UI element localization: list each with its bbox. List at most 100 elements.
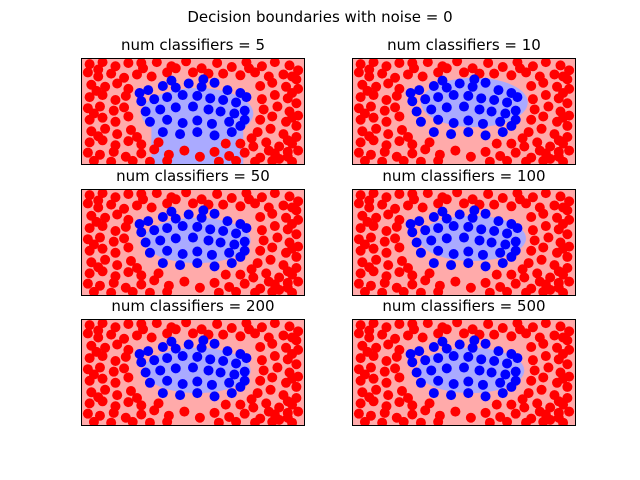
- point-outer: [558, 348, 569, 359]
- point-outer: [359, 286, 370, 296]
- point-inner: [415, 116, 426, 127]
- point-inner: [192, 221, 203, 232]
- point-inner: [411, 106, 422, 117]
- point-outer: [269, 58, 280, 68]
- point-outer: [86, 126, 97, 137]
- point-outer: [353, 198, 364, 209]
- point-outer: [538, 208, 549, 219]
- point-outer: [272, 362, 283, 373]
- point-inner: [512, 92, 523, 103]
- point-inner: [175, 260, 186, 271]
- point-inner: [170, 363, 181, 374]
- point-outer: [422, 319, 433, 329]
- point-inner: [183, 78, 194, 89]
- point-outer: [179, 406, 190, 417]
- point-outer: [132, 69, 142, 80]
- point-outer: [188, 198, 198, 209]
- point-inner: [463, 388, 474, 399]
- point-outer: [491, 269, 502, 280]
- point-outer: [407, 270, 418, 281]
- point-inner: [188, 232, 198, 243]
- point-outer: [84, 92, 95, 103]
- point-inner: [510, 245, 521, 256]
- point-outer: [362, 85, 373, 96]
- point-inner: [463, 351, 474, 362]
- point-inner: [407, 227, 418, 238]
- point-outer: [88, 286, 99, 296]
- point-inner: [493, 216, 504, 227]
- point-outer: [179, 276, 190, 287]
- point-outer: [506, 70, 517, 81]
- point-outer: [424, 398, 435, 409]
- point-outer: [407, 58, 418, 68]
- point-outer: [381, 192, 392, 203]
- point-outer: [526, 211, 537, 222]
- point-outer: [355, 59, 366, 70]
- point-outer: [282, 146, 293, 157]
- point-outer: [94, 149, 105, 160]
- point-outer: [362, 216, 373, 227]
- point-outer: [515, 324, 525, 335]
- point-inner: [463, 127, 474, 138]
- point-inner: [477, 118, 488, 129]
- point-outer: [274, 153, 285, 164]
- point-outer: [564, 196, 575, 207]
- point-outer: [483, 319, 494, 329]
- point-outer: [465, 412, 476, 423]
- point-outer: [417, 71, 428, 82]
- point-outer: [552, 212, 563, 223]
- point-outer: [555, 321, 566, 332]
- point-outer: [93, 262, 104, 273]
- point-inner: [188, 362, 198, 373]
- point-outer: [263, 406, 274, 417]
- point-inner: [480, 77, 491, 88]
- point-outer: [132, 393, 142, 404]
- point-inner: [140, 237, 151, 248]
- point-outer: [379, 277, 390, 288]
- point-outer: [552, 342, 563, 353]
- point-outer: [265, 384, 276, 395]
- point-outer: [510, 408, 521, 419]
- point-inner: [155, 104, 166, 115]
- point-outer: [282, 266, 293, 277]
- point-outer: [394, 242, 405, 253]
- point-inner: [414, 216, 425, 227]
- point-outer: [291, 98, 302, 109]
- point-outer: [170, 324, 181, 335]
- point-inner: [203, 365, 214, 376]
- point-outer: [224, 411, 235, 422]
- point-outer: [558, 373, 569, 384]
- point-outer: [194, 282, 205, 293]
- point-outer: [293, 65, 304, 76]
- point-outer: [282, 277, 293, 288]
- point-inner: [428, 258, 439, 269]
- point-inner: [433, 353, 444, 364]
- point-outer: [255, 375, 266, 386]
- point-outer: [538, 372, 549, 383]
- point-inner: [448, 90, 459, 101]
- point-inner: [495, 247, 506, 258]
- point-outer: [353, 408, 364, 419]
- point-inner: [149, 355, 160, 366]
- point-outer: [120, 221, 131, 232]
- point-inner: [510, 375, 521, 386]
- point-outer: [377, 68, 388, 79]
- point-outer: [519, 141, 530, 152]
- point-outer: [248, 141, 259, 152]
- point-outer: [433, 328, 444, 339]
- point-inner: [480, 130, 491, 141]
- point-outer: [452, 58, 463, 67]
- point-inner: [493, 346, 504, 357]
- point-outer: [403, 263, 413, 274]
- point-outer: [390, 363, 401, 374]
- point-outer: [365, 362, 376, 373]
- point-outer: [553, 277, 564, 288]
- point-outer: [106, 329, 117, 340]
- point-outer: [391, 90, 402, 101]
- point-inner: [157, 80, 168, 91]
- point-inner: [497, 127, 508, 138]
- point-outer: [543, 101, 554, 112]
- point-inner: [155, 235, 166, 246]
- axes-frame: [81, 189, 305, 296]
- point-outer: [480, 146, 491, 157]
